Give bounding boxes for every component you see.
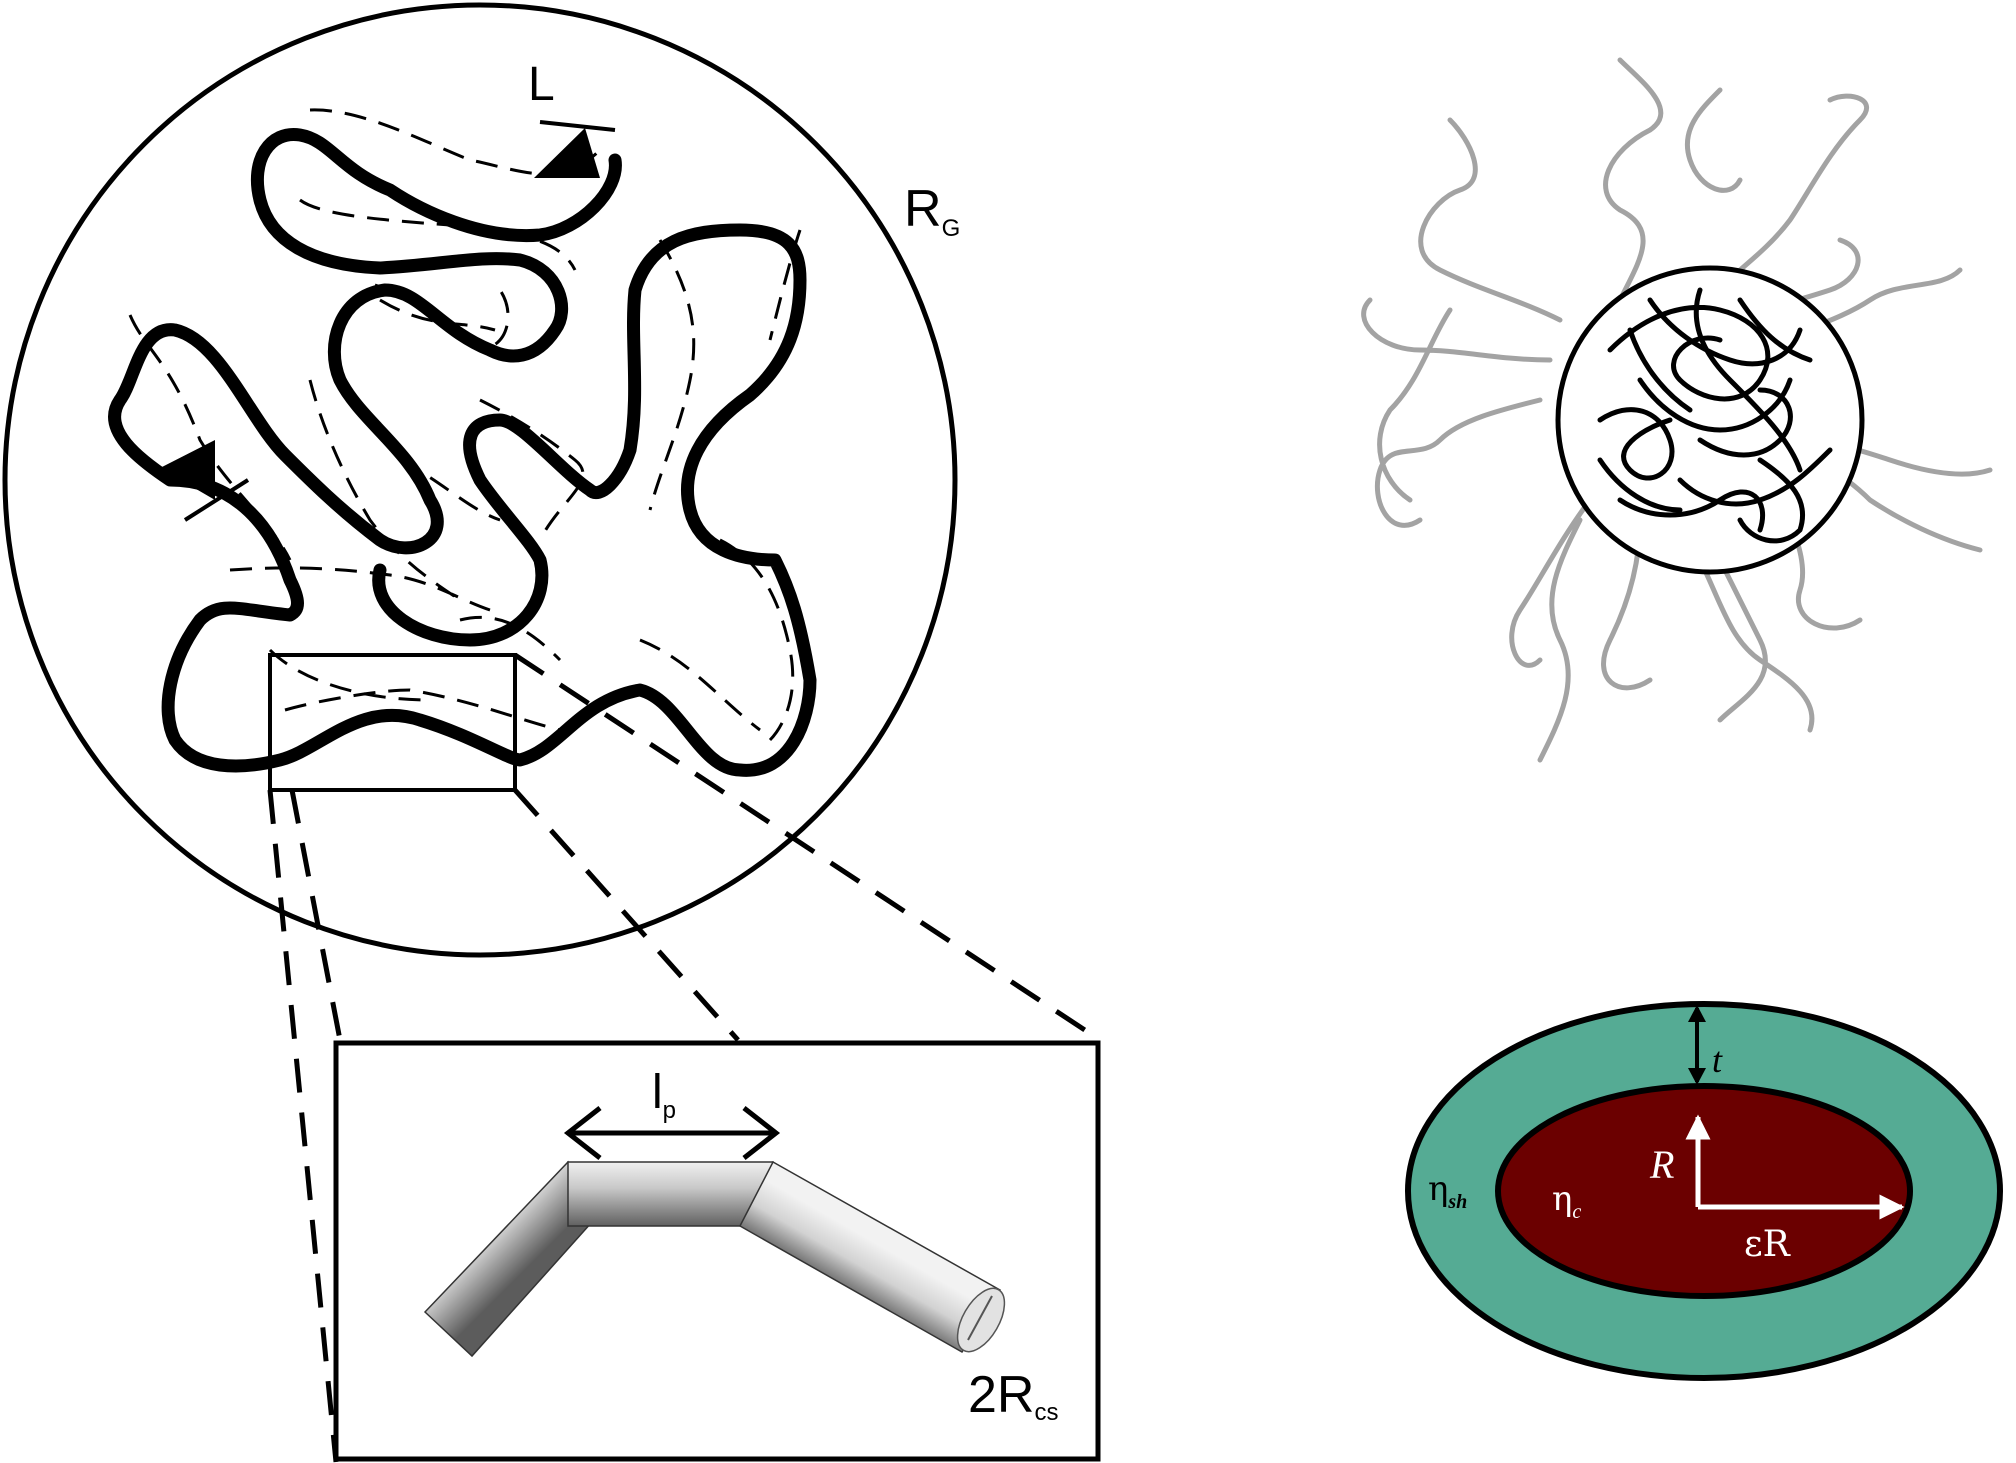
inset-frame bbox=[333, 1040, 1101, 1462]
shell-sld-label: ηsh bbox=[1428, 1169, 1467, 1213]
persistence-length-label: lp bbox=[652, 1066, 676, 1124]
radius-of-gyration-label: RG bbox=[904, 180, 960, 242]
thick-chain-path bbox=[108, 127, 817, 777]
persistence-length-arrow bbox=[563, 1106, 781, 1160]
core-radius-label: R bbox=[1649, 1142, 1674, 1187]
chain-end-marker bbox=[160, 440, 250, 522]
contour-length-label: L bbox=[528, 58, 555, 111]
cylinder-segments bbox=[423, 1160, 1006, 1358]
polymer-micelle-diagram bbox=[1361, 57, 1993, 763]
core-chains bbox=[1597, 287, 1833, 544]
core-sld-label: ηc bbox=[1552, 1179, 1581, 1223]
shell-thickness-label: t bbox=[1712, 1040, 1723, 1080]
cross-section-label: 2Rcs bbox=[968, 1366, 1058, 1426]
zoom-selection-box bbox=[268, 653, 517, 792]
axial-radius-label: εR bbox=[1744, 1224, 1791, 1265]
inset-panel: lp 2Rcs bbox=[333, 1040, 1101, 1462]
cross-section-diameter bbox=[967, 1295, 993, 1341]
gyration-circle bbox=[2, 2, 958, 958]
contour-length-marker bbox=[534, 120, 616, 178]
core-ellipse bbox=[1495, 1083, 1913, 1299]
flexible-cylinder-diagram: L RG bbox=[2, 2, 1102, 1463]
zoom-guides bbox=[267, 652, 1102, 1463]
corona-chains bbox=[1361, 57, 1993, 763]
cylinder-segment-right bbox=[739, 1160, 1002, 1354]
cylinder-segment-middle bbox=[567, 1161, 774, 1227]
core-shell-ellipsoid-diagram: t R εR ηsh ηc bbox=[1405, 1001, 2003, 1381]
shell-thickness-arrow bbox=[1686, 1003, 1708, 1085]
